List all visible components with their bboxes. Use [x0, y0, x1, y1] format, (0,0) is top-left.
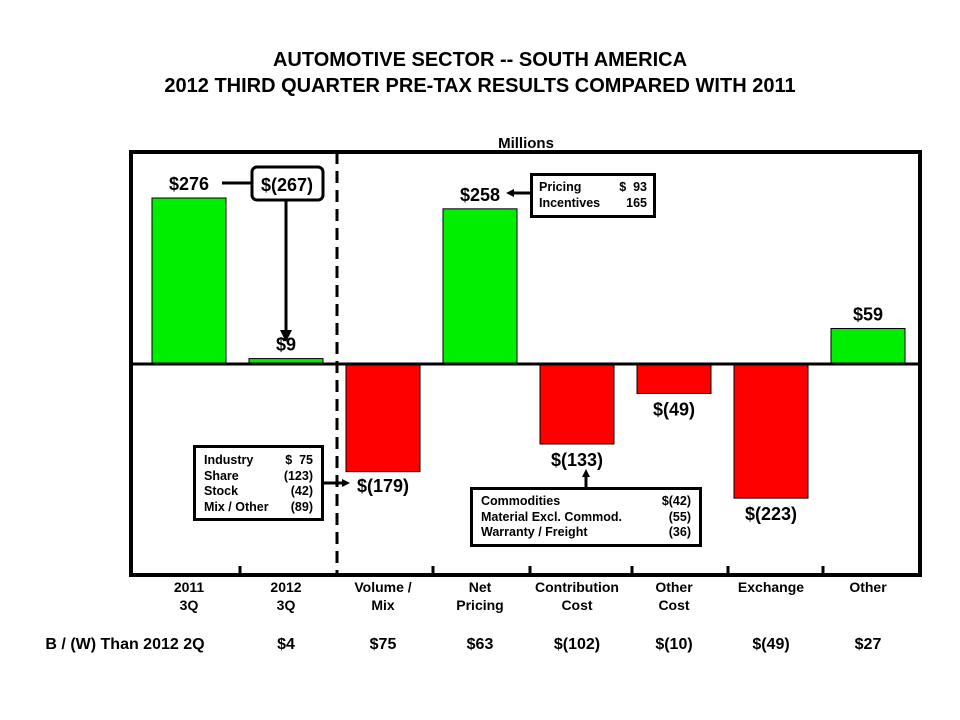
category-label: 2011 3Q	[134, 578, 244, 614]
category-label-line: Other	[655, 579, 693, 595]
category-label: Net Pricing	[425, 578, 535, 614]
category-label: Exchange	[716, 578, 826, 614]
bar-contribution-cost	[539, 363, 615, 445]
change-callout-label: $(267)	[261, 175, 313, 195]
category-label-line: Mix	[371, 597, 395, 613]
bar-net-pricing	[442, 208, 518, 365]
breakdown-row: Incentives 165	[539, 196, 647, 212]
category-label-line: Cost	[561, 597, 593, 613]
breakdown-row: Mix / Other (89)	[204, 500, 313, 516]
data-label: $(223)	[745, 504, 797, 524]
category-label-line	[716, 596, 826, 614]
bar-other-cost	[636, 363, 712, 394]
data-label: $(179)	[357, 476, 409, 496]
row-label: Incentives	[539, 195, 601, 210]
category-label: Other	[813, 578, 923, 614]
category-label-line: 2011	[173, 579, 205, 595]
row-value: $ 75	[285, 453, 313, 467]
category-label: Volume / Mix	[328, 578, 438, 614]
row-label: Commodities	[481, 494, 561, 508]
breakdown-row: Pricing $ 93	[539, 180, 647, 196]
row-value: $ 93	[619, 180, 647, 194]
category-label-line: Net	[468, 579, 492, 595]
callout-arrow-head	[280, 330, 292, 342]
data-label: $(49)	[653, 399, 695, 419]
row-label: Pricing	[539, 180, 582, 194]
row-value: (123)	[283, 468, 313, 483]
category-label-line: 3Q	[179, 597, 199, 613]
bw-value: $63	[466, 636, 494, 653]
category-label: 2012 3Q	[231, 578, 341, 614]
row-label: Warranty / Freight	[481, 525, 588, 539]
bw-row-label: B / (W) Than 2012 2Q	[45, 636, 205, 653]
net-pricing-breakdown-box: Pricing $ 93 Incentives 165	[530, 173, 656, 218]
row-label: Material Excl. Commod.	[481, 509, 623, 524]
data-label: $276	[169, 174, 209, 194]
row-value: $(42)	[661, 494, 691, 508]
row-label: Mix / Other	[204, 499, 269, 514]
category-label-line: Contribution	[535, 579, 619, 595]
row-label: Industry	[204, 453, 254, 467]
bw-value: $(49)	[752, 636, 790, 653]
volume-arrow-head	[342, 479, 350, 487]
bw-value: $(10)	[655, 636, 693, 653]
category-label-line: Exchange	[737, 579, 805, 595]
bar-2011-3q	[151, 197, 227, 365]
category-label-line: 3Q	[276, 597, 296, 613]
category-label-line: 2012	[270, 579, 302, 595]
category-label-line: Volume /	[354, 579, 412, 595]
bw-value: $4	[277, 636, 295, 653]
data-label: $9	[276, 335, 296, 355]
category-label-line: Other	[849, 579, 887, 595]
bw-value: $(102)	[553, 636, 601, 653]
row-label: Stock	[204, 484, 239, 498]
category-label-line: Pricing	[456, 597, 504, 613]
breakdown-row: Share (123)	[204, 469, 313, 485]
contribution-cost-breakdown-box: Commodities $(42) Material Excl. Commod. (…	[470, 487, 702, 547]
row-value: (36)	[668, 525, 691, 539]
category-label: Contribution Cost	[522, 578, 632, 614]
unit-label: Millions	[498, 135, 554, 152]
category-label: Other Cost	[619, 578, 729, 614]
breakdown-row: Commodities $(42)	[481, 494, 691, 510]
breakdown-row: Warranty / Freight (36)	[481, 525, 691, 541]
row-value: (55)	[668, 509, 691, 524]
row-value: (42)	[290, 484, 313, 498]
row-value: (89)	[290, 499, 313, 514]
chart-title-line2: 2012 THIRD QUARTER PRE-TAX RESULTS COMPA…	[164, 75, 796, 97]
data-label: $258	[460, 185, 500, 205]
pricing-arrow-head	[506, 189, 514, 197]
category-label-line: Cost	[658, 597, 690, 613]
bar-exchange	[733, 363, 809, 499]
bar-other	[830, 328, 906, 365]
bw-value: $27	[854, 636, 882, 653]
bar-volume-mix	[345, 363, 421, 473]
bw-value: $75	[369, 636, 397, 653]
row-value: 165	[626, 195, 647, 210]
breakdown-row: Stock (42)	[204, 484, 313, 500]
data-label: $59	[853, 305, 883, 325]
category-label-line	[813, 596, 923, 614]
volume-mix-breakdown-box: Industry $ 75 Share (123) Stock (42) Mix / …	[193, 445, 324, 521]
row-label: Share	[204, 468, 239, 483]
data-label: $(133)	[551, 450, 603, 470]
breakdown-row: Industry $ 75	[204, 453, 313, 469]
contribution-arrow-head	[582, 469, 590, 477]
chart-title-line1: AUTOMOTIVE SECTOR -- SOUTH AMERICA	[272, 49, 688, 71]
breakdown-row: Material Excl. Commod. (55)	[481, 510, 691, 526]
